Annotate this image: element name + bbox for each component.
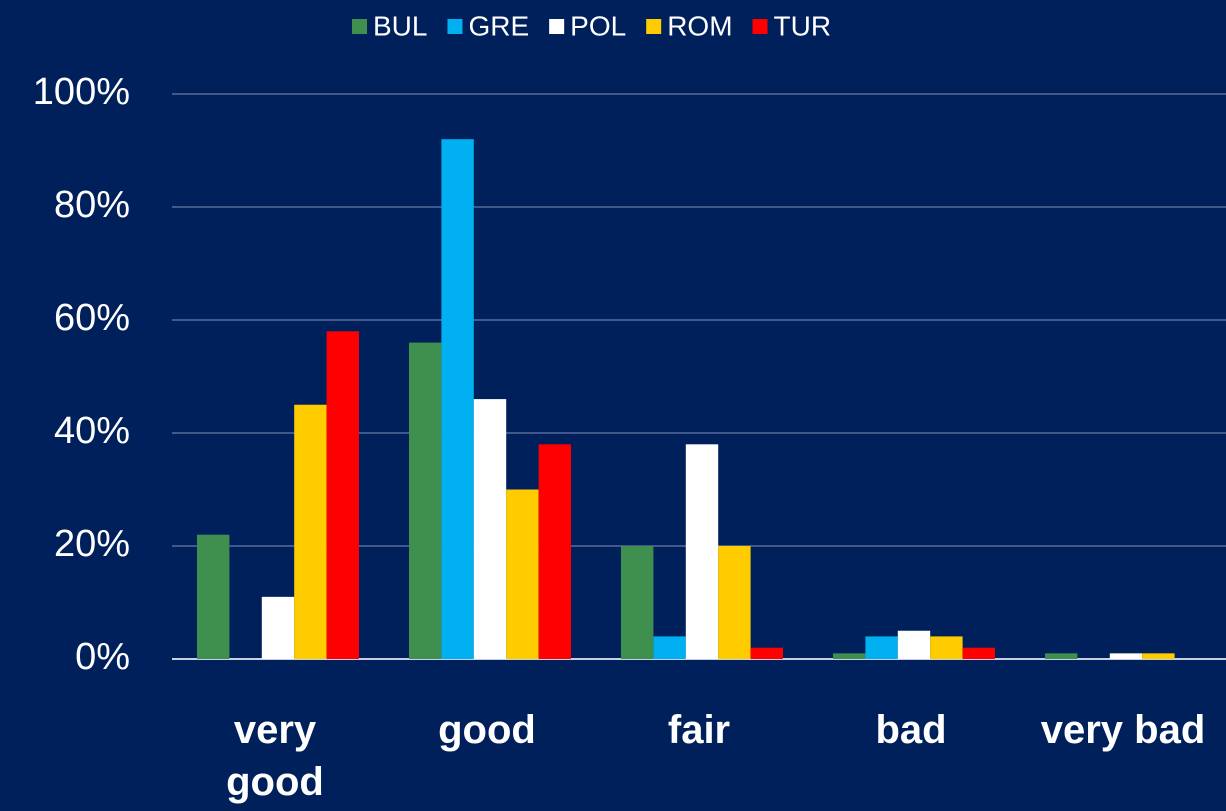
y-tick-label: 0% <box>75 636 130 678</box>
x-tick-label: very bad <box>1040 708 1206 752</box>
bar <box>833 653 866 659</box>
legend-swatch <box>352 19 367 34</box>
legend-swatch <box>646 19 662 34</box>
legend-label: BUL <box>373 10 427 41</box>
legend-label: GRE <box>468 10 529 41</box>
bar <box>441 139 474 659</box>
bar <box>261 596 295 659</box>
x-tick-label: bad <box>875 708 947 752</box>
bar <box>685 444 719 659</box>
bar <box>750 647 783 659</box>
bar <box>197 534 230 659</box>
bar <box>653 636 686 659</box>
bar <box>294 404 327 659</box>
bar <box>1045 653 1078 659</box>
bar <box>538 444 571 659</box>
y-tick-label: 60% <box>54 297 130 339</box>
legend-label: ROM <box>667 10 732 41</box>
bar <box>897 630 931 659</box>
bar <box>718 546 751 659</box>
bar <box>930 636 963 659</box>
bar <box>473 399 507 659</box>
bar <box>409 342 442 659</box>
y-tick-label: 100% <box>33 71 130 113</box>
bar <box>962 647 995 659</box>
legend-swatch <box>752 19 768 34</box>
legend-label: TUR <box>774 10 832 41</box>
y-tick-label: 80% <box>54 184 130 226</box>
bar <box>865 636 898 659</box>
x-tick-label: good <box>438 708 536 752</box>
legend-swatch <box>447 19 463 34</box>
legend-label: POL <box>570 10 626 41</box>
bar <box>1109 653 1143 659</box>
y-tick-label: 40% <box>54 410 130 452</box>
bar <box>621 546 654 659</box>
x-tick-label: very good <box>226 708 324 804</box>
bar <box>1142 653 1175 659</box>
bar <box>326 331 359 659</box>
legend-swatch <box>549 19 565 34</box>
x-tick-label: fair <box>667 708 731 752</box>
bar <box>506 489 539 659</box>
y-tick-label: 20% <box>54 523 130 565</box>
